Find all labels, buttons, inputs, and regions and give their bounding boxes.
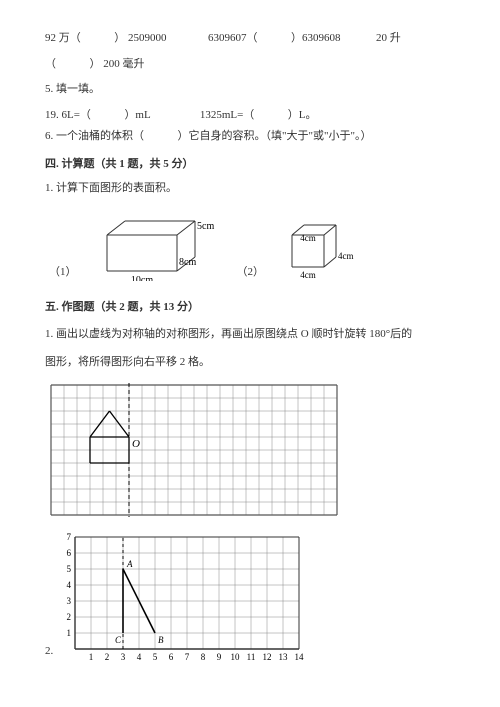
- figure-row: （1） 5cm 8cm 10cm （2） 4cm 4cm 4cm: [49, 211, 455, 281]
- q5: 5. 填一填。: [45, 81, 455, 99]
- t1e: 20 升: [376, 32, 401, 44]
- t2a: （: [45, 58, 56, 70]
- svg-text:C: C: [115, 635, 122, 645]
- svg-text:4: 4: [137, 652, 142, 662]
- fig1-label: （1）: [49, 264, 77, 282]
- section-5-title: 五. 作图题（共 2 题，共 13 分）: [45, 299, 455, 317]
- svg-text:8: 8: [201, 652, 206, 662]
- svg-text:12: 12: [263, 652, 272, 662]
- q5a-b: ）mL: [124, 109, 150, 121]
- sec5-q1b: 图形，将所得图形向右平移 2 格。: [45, 351, 455, 373]
- t1d: ）6309608: [291, 32, 341, 44]
- svg-text:11: 11: [247, 652, 256, 662]
- svg-text:1: 1: [67, 628, 72, 638]
- t1a: 92 万（: [45, 32, 81, 44]
- q6-b: ）它自身的容积。（填"大于"或"小于"。）: [178, 130, 372, 142]
- fig2-label: （2）: [237, 264, 265, 282]
- cuboid-figure: 5cm 8cm 10cm: [99, 211, 219, 281]
- q5a-a: 19. 6L=（: [45, 109, 91, 121]
- svg-text:4cm: 4cm: [338, 251, 354, 261]
- svg-text:8cm: 8cm: [179, 257, 196, 268]
- q6: 6. 一个油桶的体积（ ）它自身的容积。（填"大于"或"小于"。）: [45, 128, 455, 146]
- svg-text:7: 7: [185, 652, 190, 662]
- t1c: 6309607（: [208, 32, 258, 44]
- svg-text:4cm: 4cm: [300, 270, 316, 280]
- svg-text:10: 10: [231, 652, 241, 662]
- svg-text:7: 7: [67, 532, 72, 542]
- svg-text:A: A: [126, 559, 133, 569]
- sec5-q1a: 1. 画出以虚线为对称轴的对称图形，再画出原图绕点 O 顺时针旋转 180°后的: [45, 323, 455, 345]
- svg-text:14: 14: [295, 652, 305, 662]
- svg-text:5: 5: [153, 652, 158, 662]
- svg-text:6: 6: [67, 548, 72, 558]
- svg-text:4: 4: [67, 580, 72, 590]
- q5a: 19. 6L=（ ）mL 1325mL=（ ）L。: [45, 107, 455, 125]
- svg-text:5: 5: [67, 564, 72, 574]
- sec5-q2-label: 2.: [45, 643, 53, 661]
- svg-text:B: B: [158, 635, 164, 645]
- cube-figure: 4cm 4cm 4cm: [286, 215, 356, 281]
- svg-text:6: 6: [169, 652, 174, 662]
- grid-2: 12345678910111213141234567ABC: [57, 531, 305, 665]
- svg-text:2: 2: [105, 652, 110, 662]
- q6-a: 6. 一个油桶的体积（: [45, 130, 144, 142]
- t1b: ） 2509000: [114, 32, 166, 44]
- svg-text:3: 3: [121, 652, 126, 662]
- line-2: （ ） 200 毫升: [45, 56, 455, 74]
- sec4-q1: 1. 计算下面图形的表面积。: [45, 180, 455, 198]
- grid-1: O: [45, 379, 343, 521]
- section-4-title: 四. 计算题（共 1 题，共 5 分）: [45, 156, 455, 174]
- svg-text:4cm: 4cm: [300, 233, 316, 243]
- sec5-q2: 2. 12345678910111213141234567ABC: [45, 531, 455, 665]
- svg-text:2: 2: [67, 612, 72, 622]
- svg-text:3: 3: [67, 596, 72, 606]
- q5a-c: 1325mL=（: [200, 109, 254, 121]
- line-1: 92 万（ ） 2509000 6309607（ ）6309608 20 升: [45, 30, 455, 48]
- svg-text:9: 9: [217, 652, 222, 662]
- svg-text:10cm: 10cm: [130, 275, 152, 281]
- t2b: ） 200 毫升: [90, 58, 145, 70]
- svg-text:1: 1: [89, 652, 94, 662]
- svg-text:5cm: 5cm: [197, 221, 214, 232]
- q5a-d: ）L。: [288, 109, 317, 121]
- svg-text:13: 13: [279, 652, 289, 662]
- svg-text:O: O: [132, 438, 140, 450]
